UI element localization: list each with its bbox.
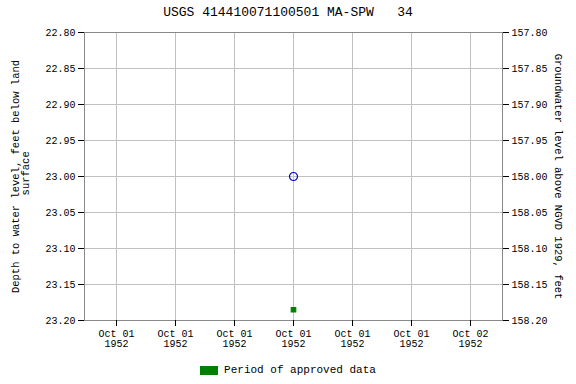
svg-text:Oct 011952: Oct 011952 — [157, 329, 193, 350]
svg-text:22.95: 22.95 — [45, 136, 75, 147]
svg-text:Groundwater level above NGVD 1: Groundwater level above NGVD 1929, feet — [552, 54, 564, 300]
html-text:Period of approved data: Period of approved data — [224, 364, 376, 376]
svg-text:157.80: 157.80 — [512, 28, 548, 39]
svg-text:Oct 011952: Oct 011952 — [334, 329, 370, 350]
svg-text:23.10: 23.10 — [45, 244, 75, 255]
svg-text:Oct 011952: Oct 011952 — [275, 329, 311, 350]
svg-text:23.00: 23.00 — [45, 172, 75, 183]
svg-text:158.15: 158.15 — [512, 280, 548, 291]
svg-text:Depth to water level, feet bel: Depth to water level, feet below land su… — [10, 60, 33, 293]
svg-text:158.20: 158.20 — [512, 316, 548, 327]
svg-text:23.15: 23.15 — [45, 280, 75, 291]
svg-text:157.95: 157.95 — [512, 136, 548, 147]
svg-text:158.05: 158.05 — [512, 208, 548, 219]
svg-text:23.20: 23.20 — [45, 316, 75, 327]
html-text:USGS 414410071100501 MA-SPW 34: USGS 414410071100501 MA-SPW 34 — [163, 5, 413, 20]
svg-text:158.00: 158.00 — [512, 172, 548, 183]
svg-text:22.85: 22.85 — [45, 64, 75, 75]
svg-text:157.90: 157.90 — [512, 100, 548, 111]
svg-text:22.90: 22.90 — [45, 100, 75, 111]
svg-text:Oct 011952: Oct 011952 — [98, 329, 134, 350]
svg-text:157.85: 157.85 — [512, 64, 548, 75]
svg-text:Oct 011952: Oct 011952 — [216, 329, 252, 350]
svg-text:23.05: 23.05 — [45, 208, 75, 219]
svg-text:22.80: 22.80 — [45, 28, 75, 39]
svg-text:Oct 011952: Oct 011952 — [393, 329, 429, 350]
svg-text:Oct 021952: Oct 021952 — [452, 329, 488, 350]
svg-text:158.10: 158.10 — [512, 244, 548, 255]
